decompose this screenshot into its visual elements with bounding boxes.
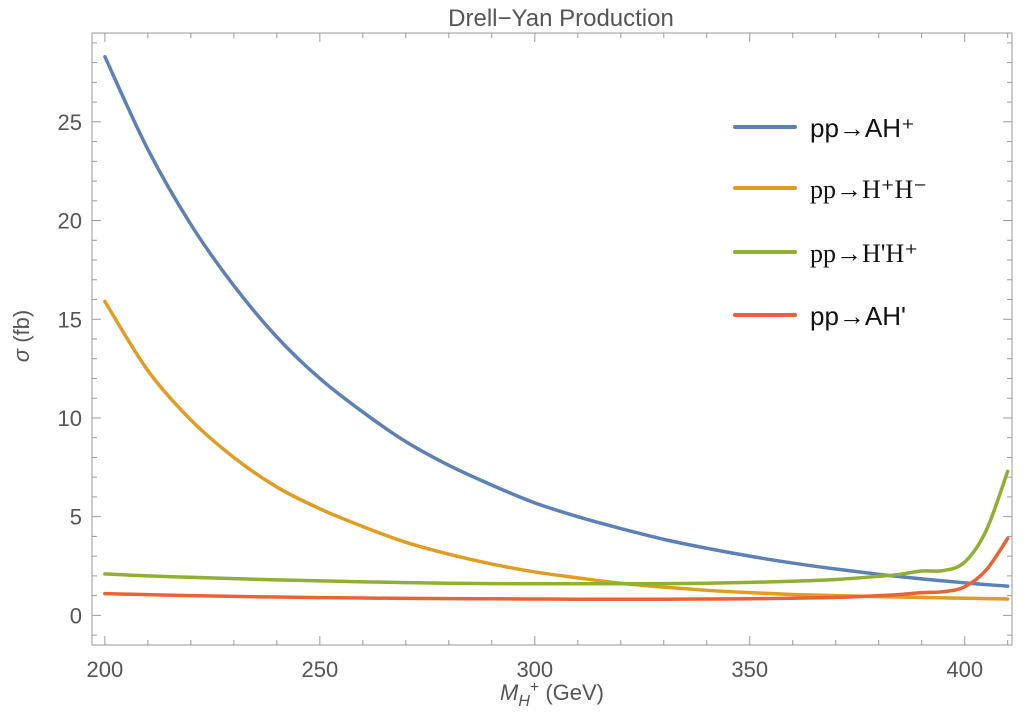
legend-label-3: pp→AH' <box>810 301 906 331</box>
y-tick-label-20: 20 <box>58 209 82 234</box>
x-axis-label-main: M <box>500 680 519 705</box>
y-tick-label-15: 15 <box>58 307 82 332</box>
y-tick-label-10: 10 <box>58 406 82 431</box>
y-tick-label-25: 25 <box>58 110 82 135</box>
x-axis-label-sub: H <box>518 693 530 710</box>
series-lines <box>103 54 1010 601</box>
x-axis-label-unit: (GeV) <box>539 680 604 705</box>
y-axis-label-unit: (fb) <box>9 310 34 349</box>
legend-label-0: pp→AH⁺ <box>810 113 915 143</box>
y-tick-label-5: 5 <box>70 505 82 530</box>
series-line-3 <box>103 536 1010 601</box>
tick-labels: 200 250 300 350 400 0 5 10 15 20 25 <box>58 110 984 682</box>
y-axis-label: σ (fb) <box>9 310 34 362</box>
chart-title: Drell−Yan Production <box>448 5 674 32</box>
series-line-0 <box>103 54 1010 588</box>
legend-label-2: pp→H'H⁺ <box>810 239 918 268</box>
x-tick-label-250: 250 <box>301 657 338 682</box>
x-tick-label-300: 300 <box>516 657 553 682</box>
y-axis-label-symbol: σ <box>9 348 34 362</box>
x-tick-label-200: 200 <box>87 657 124 682</box>
y-tick-label-0: 0 <box>70 603 82 628</box>
x-axis-label: MH+ (GeV) <box>500 679 604 710</box>
legend-label-1: pp→H⁺H⁻ <box>810 175 927 204</box>
legend: pp→AH⁺ pp→H⁺H⁻ pp→H'H⁺ pp→AH' <box>733 113 927 331</box>
x-tick-label-400: 400 <box>946 657 983 682</box>
series-line-1 <box>103 299 1010 601</box>
x-tick-label-350: 350 <box>731 657 768 682</box>
x-axis-label-sup: + <box>530 679 539 696</box>
series-line-2 <box>103 469 1010 586</box>
tick-marks <box>92 33 1012 645</box>
